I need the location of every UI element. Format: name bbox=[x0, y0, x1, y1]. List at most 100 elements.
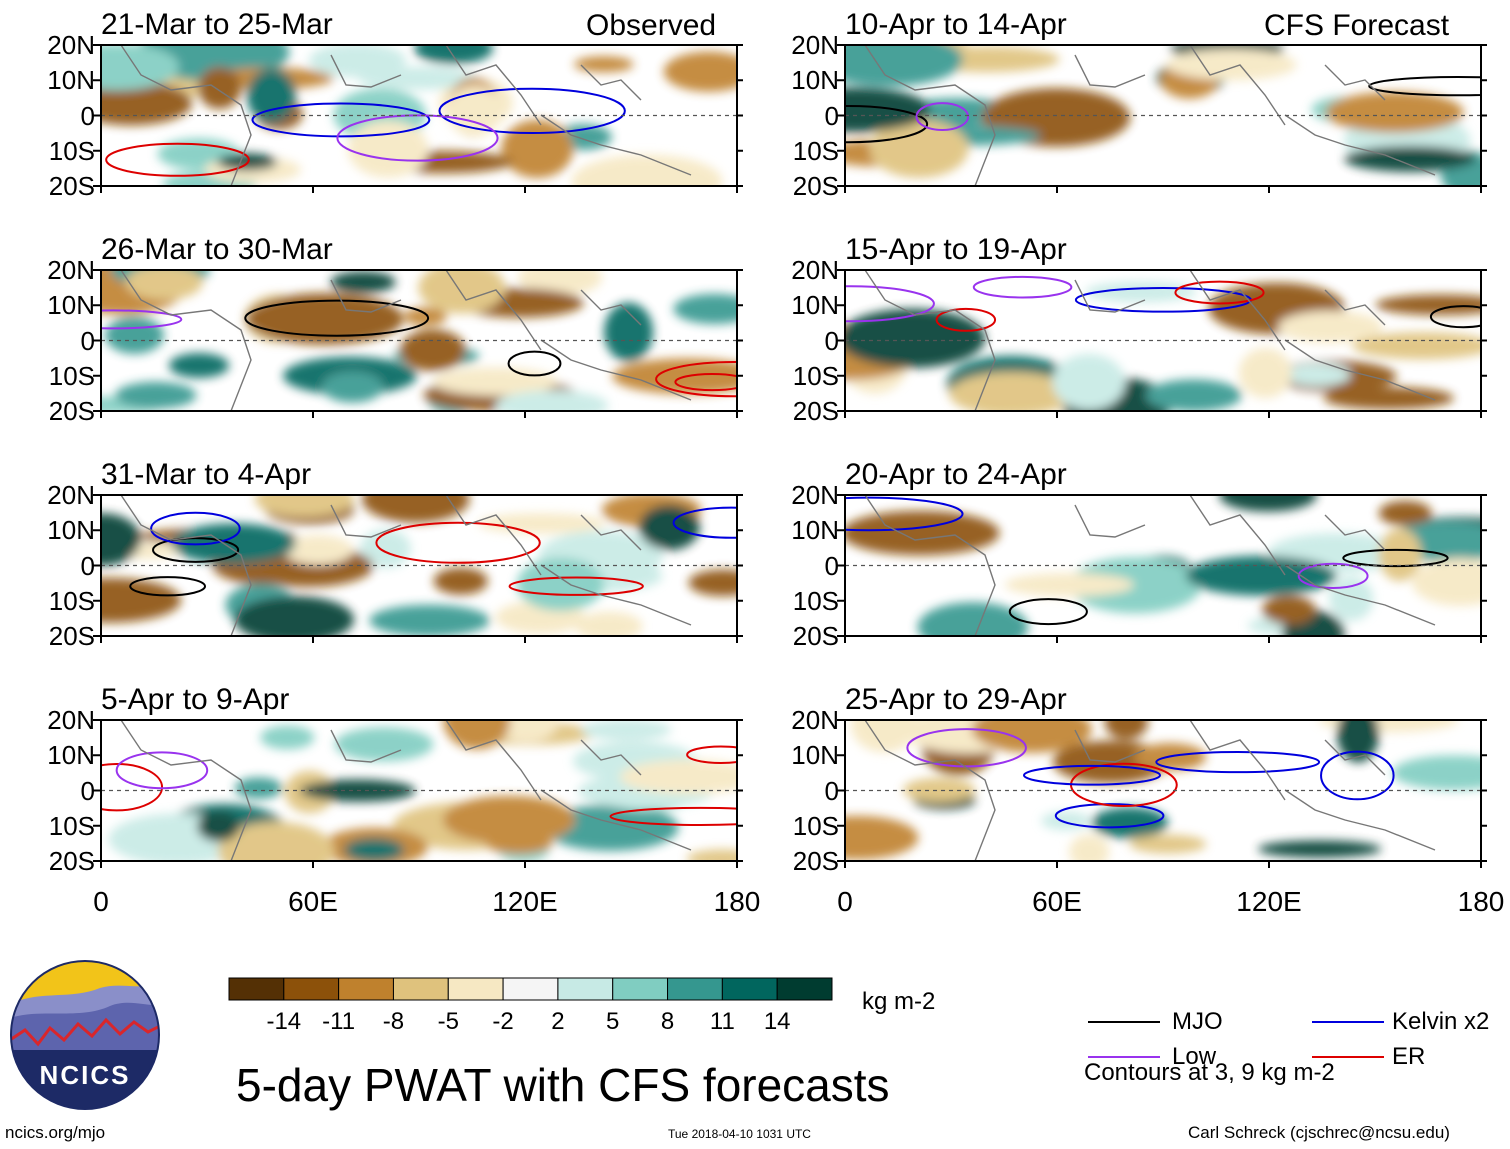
pwat-anomaly bbox=[418, 270, 506, 314]
wave-contour bbox=[935, 307, 997, 332]
forecast-header: CFS Forecast bbox=[1264, 9, 1450, 42]
lon-label: 60E bbox=[1032, 886, 1082, 917]
wave-contour bbox=[129, 576, 207, 597]
lat-label: 10N bbox=[791, 290, 839, 321]
colorbar-tick-label: 5 bbox=[606, 1008, 620, 1035]
figure-title: 5-day PWAT with CFS forecasts bbox=[236, 1059, 890, 1111]
pwat-anomaly bbox=[575, 611, 643, 636]
pwat-anomaly bbox=[1257, 840, 1382, 858]
lat-label: 20N bbox=[47, 480, 95, 510]
colorbar-swatch bbox=[338, 977, 394, 1001]
legend-label: ER bbox=[1392, 1043, 1426, 1070]
map-panel bbox=[93, 269, 743, 418]
pwat-anomaly bbox=[1185, 555, 1337, 596]
pwat-anomaly bbox=[1323, 387, 1454, 410]
pwat-anomaly bbox=[688, 569, 737, 597]
pwat-anomaly bbox=[1392, 755, 1481, 790]
pwat-anomaly bbox=[612, 358, 737, 395]
panel-title: 10-Apr to 14-Apr bbox=[845, 8, 1067, 41]
pwat-anomaly bbox=[101, 513, 142, 566]
pwat-anomaly bbox=[1104, 720, 1149, 740]
colorbar-swatch bbox=[557, 977, 614, 1001]
pwat-anomaly bbox=[1068, 556, 1202, 614]
lat-label: 20N bbox=[791, 30, 839, 60]
map-panel bbox=[837, 44, 1487, 193]
lat-label: 0 bbox=[80, 775, 95, 806]
pwat-anomaly bbox=[283, 534, 353, 565]
wave-contour bbox=[972, 275, 1073, 299]
wave-contour bbox=[609, 806, 737, 826]
coastlines bbox=[120, 495, 692, 636]
lon-label: 0 bbox=[93, 886, 109, 917]
wave-contour bbox=[105, 142, 250, 177]
wave-contour bbox=[251, 102, 431, 138]
colorbar-tick-label: 11 bbox=[709, 1008, 735, 1035]
pwat-anomaly bbox=[869, 119, 969, 178]
pwat-anomaly bbox=[369, 604, 490, 636]
pwat-anomaly bbox=[663, 51, 737, 92]
panel-title: 20-Apr to 24-Apr bbox=[845, 458, 1067, 491]
lat-label: 10N bbox=[791, 65, 839, 96]
lat-label: 0 bbox=[824, 775, 839, 806]
pwat-anomaly bbox=[619, 759, 737, 795]
pwat-anomaly bbox=[125, 270, 203, 300]
pwat-anomaly bbox=[1375, 294, 1481, 316]
map-panel bbox=[837, 269, 1487, 418]
wave-contour bbox=[150, 511, 241, 546]
pwat-anomaly bbox=[573, 56, 634, 73]
colorbar-tick-label: -14 bbox=[266, 1008, 302, 1035]
lat-label: 0 bbox=[80, 100, 95, 131]
lat-label: 10N bbox=[47, 515, 95, 546]
wave-contour bbox=[915, 102, 970, 132]
panel-title: 21-Mar to 25-Mar bbox=[101, 8, 333, 41]
pwat-anomaly bbox=[361, 495, 470, 523]
pwat-anomaly bbox=[1091, 807, 1169, 839]
pwat-anomaly bbox=[260, 725, 315, 750]
panel-title: 5-Apr to 9-Apr bbox=[101, 683, 290, 716]
pwat-anomaly bbox=[917, 602, 1029, 636]
lat-label: 20S bbox=[48, 171, 95, 201]
pwat-anomaly bbox=[1219, 495, 1317, 512]
panel-title: 31-Mar to 4-Apr bbox=[101, 458, 312, 491]
wave-contour bbox=[508, 576, 644, 596]
pwat-anomaly bbox=[101, 80, 193, 126]
footer-url: ncics.org/mjo bbox=[5, 1123, 106, 1142]
lat-label: 0 bbox=[80, 325, 95, 356]
lat-label: 20S bbox=[792, 846, 839, 876]
footer-credit: Carl Schreck (cjschrec@ncsu.edu) bbox=[1188, 1123, 1450, 1142]
pwat-anomaly bbox=[604, 302, 654, 362]
pwat-anomaly bbox=[321, 371, 384, 403]
lat-label: 10S bbox=[792, 360, 839, 391]
wave-contour bbox=[1022, 764, 1162, 786]
coastlines bbox=[120, 270, 692, 411]
wave-contour bbox=[655, 361, 737, 398]
wave-contour bbox=[101, 309, 183, 330]
legend-note: Contours at 3, 9 kg m-2 bbox=[1084, 1059, 1335, 1086]
lat-label: 10S bbox=[48, 810, 95, 841]
lat-label: 10S bbox=[48, 585, 95, 616]
pwat-anomaly bbox=[234, 596, 355, 636]
lat-label: 20S bbox=[792, 396, 839, 426]
panel-title: 26-Mar to 30-Mar bbox=[101, 233, 333, 266]
pwat-anomaly bbox=[197, 66, 242, 110]
pwat-anomaly bbox=[1129, 834, 1207, 854]
wave-contour bbox=[845, 285, 935, 323]
lat-label: 0 bbox=[824, 325, 839, 356]
colorbar-swatch bbox=[502, 977, 559, 1001]
pwat-anomaly bbox=[638, 504, 700, 551]
map-panel bbox=[93, 44, 743, 193]
pwat-anomaly bbox=[246, 68, 297, 124]
colorbar-tick-label: -2 bbox=[492, 1008, 514, 1035]
lat-label: 20N bbox=[47, 705, 95, 735]
coastlines bbox=[120, 45, 692, 186]
pwat-anomaly bbox=[400, 329, 466, 372]
wave-contour bbox=[507, 350, 562, 377]
pwat-anomaly bbox=[1262, 595, 1316, 625]
lat-label: 10S bbox=[48, 360, 95, 391]
pwat-anomaly bbox=[686, 849, 737, 861]
lon-label: 120E bbox=[492, 886, 558, 917]
lat-label: 10S bbox=[792, 135, 839, 166]
lon-label: 120E bbox=[1236, 886, 1302, 917]
lat-label: 10S bbox=[48, 135, 95, 166]
